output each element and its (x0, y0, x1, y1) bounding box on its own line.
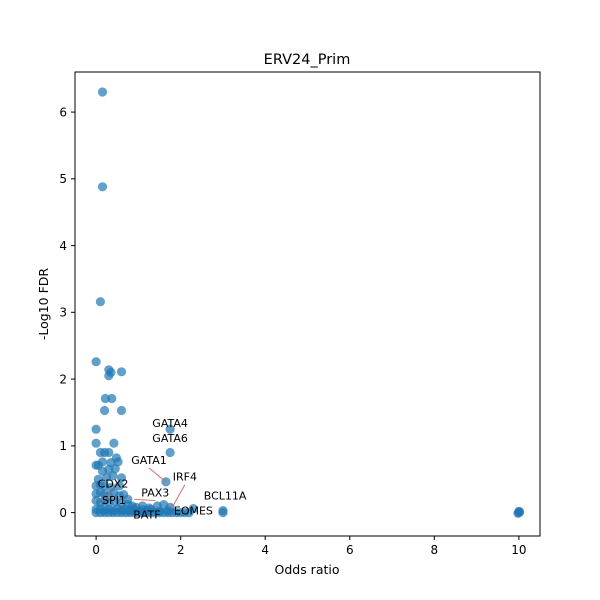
data-point (165, 447, 175, 458)
y-tick-label: 3 (59, 306, 67, 320)
data-point (95, 297, 105, 307)
data-point (91, 357, 101, 367)
annotation-label: SPI1 (102, 494, 126, 507)
data-point (104, 447, 114, 458)
data-point (91, 424, 101, 434)
data-point (97, 457, 108, 467)
annotation-leader-line (148, 467, 167, 483)
y-axis-label: -Log10 FDR (36, 268, 51, 341)
data-point (97, 182, 108, 192)
x-tick-label: 0 (92, 543, 100, 557)
annotation-leader-line (171, 484, 186, 508)
x-tick-label: 8 (430, 543, 438, 557)
annotation-leader-line (134, 498, 156, 502)
data-point (104, 371, 114, 381)
x-axis: 0 2 4 6 8 10 (92, 536, 527, 557)
data-point (188, 504, 198, 514)
annotation-label: GATA4 (152, 417, 188, 430)
data-point (109, 438, 119, 448)
annotation-label: BCL11A (204, 489, 247, 502)
x-tick-label: 4 (261, 543, 269, 557)
x-axis-label: Odds ratio (274, 562, 339, 577)
data-point (116, 473, 127, 483)
data-point (100, 405, 110, 416)
x-tick-label: 2 (177, 543, 185, 557)
data-point (116, 405, 127, 416)
annotation-leader-line (100, 490, 114, 501)
data-point (100, 393, 110, 404)
data-point (107, 393, 117, 404)
annotation-label: BATF (133, 509, 160, 522)
data-point (515, 507, 525, 517)
y-tick-label: 2 (59, 372, 67, 386)
plot-frame (74, 71, 541, 537)
chart-title: ERV24_Prim (264, 52, 351, 68)
y-tick-label: 1 (59, 439, 67, 453)
annotation-label: IRF4 (173, 471, 197, 484)
data-point (108, 471, 118, 481)
data-point (116, 367, 127, 377)
y-axis: 0 1 2 3 4 5 6 (59, 105, 75, 520)
data-point (91, 438, 101, 448)
annotation-label: GATA1 (131, 454, 167, 467)
points-layer (91, 87, 525, 518)
annotation-label: GATA6 (152, 432, 188, 445)
x-tick-label: 10 (511, 543, 526, 557)
annotation-label: EOMES (174, 505, 213, 518)
y-tick-label: 5 (59, 172, 67, 186)
annotations-layer: GATA4 GATA6 GATA1 IRF4 CDX2 PAX3 BCL11A SPI1 EOM… (98, 417, 247, 521)
data-point (114, 481, 124, 491)
y-tick-label: 0 (59, 506, 67, 520)
annotation-label: CDX2 (98, 477, 129, 490)
data-point (218, 507, 228, 518)
data-point (165, 424, 175, 434)
annotation-label: PAX3 (141, 487, 169, 500)
y-tick-label: 4 (59, 239, 67, 253)
y-tick-label: 6 (59, 105, 67, 119)
data-point (97, 87, 108, 97)
x-tick-label: 6 (346, 543, 354, 557)
data-point (110, 464, 120, 474)
